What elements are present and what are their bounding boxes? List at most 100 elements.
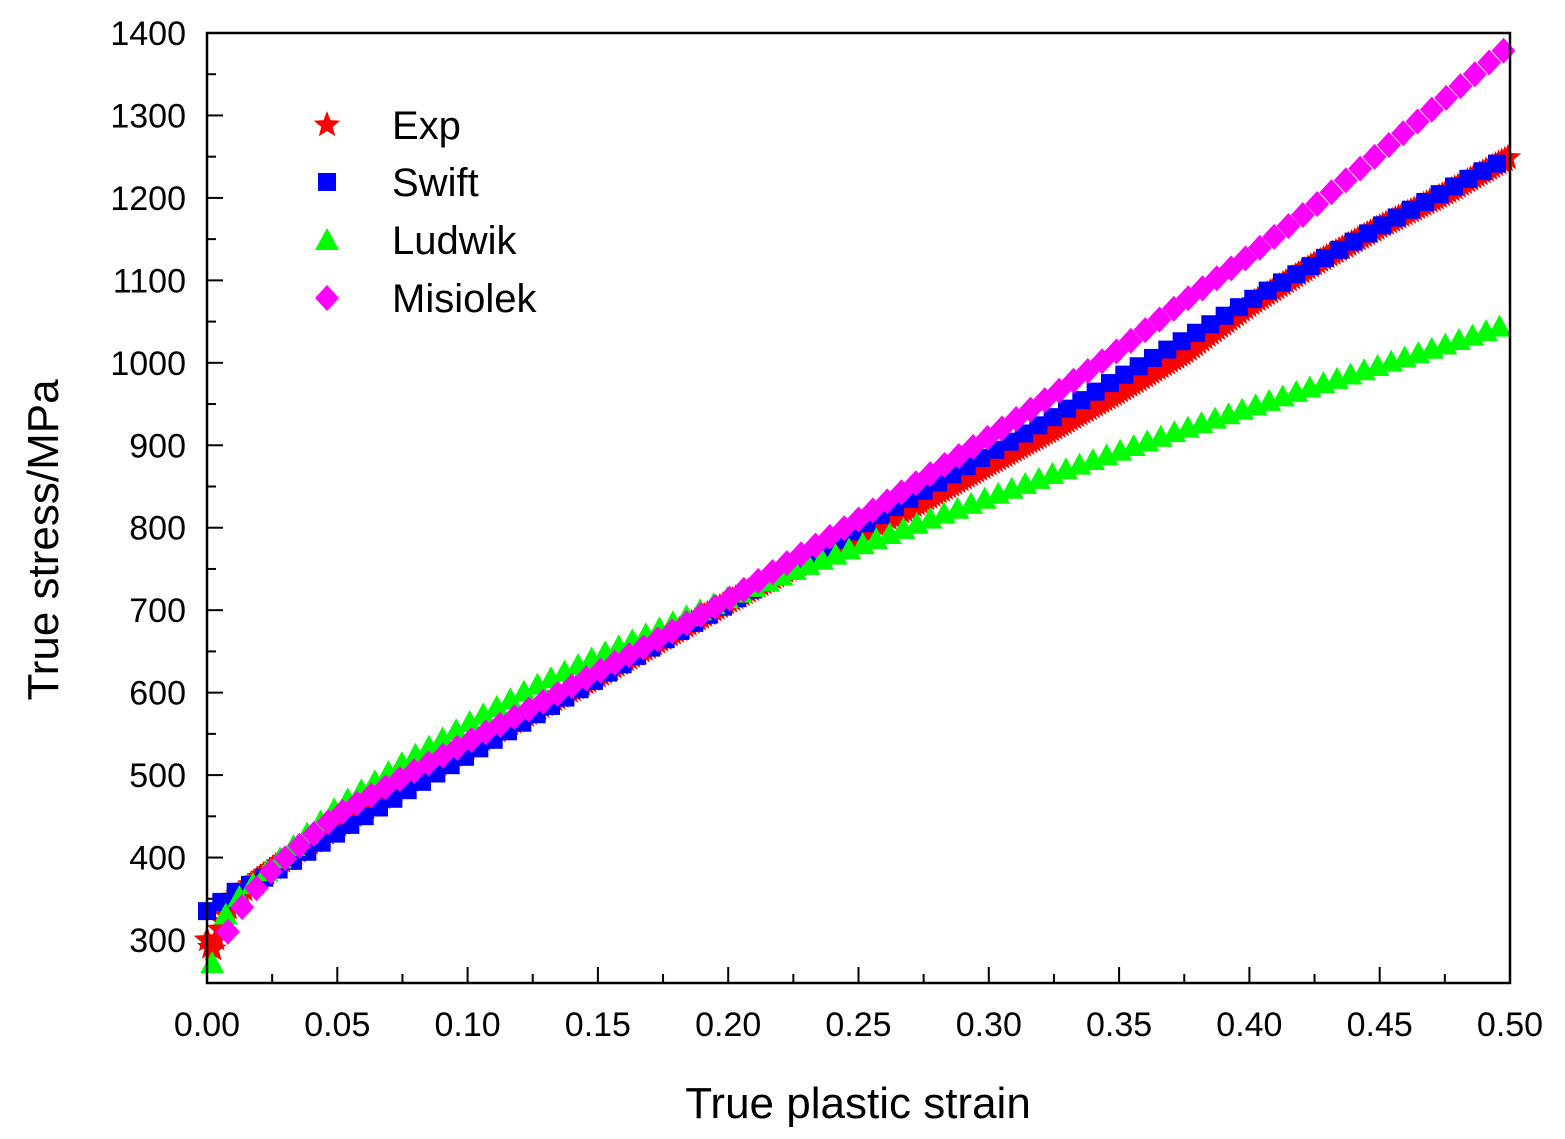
y-tick-label: 1100 [113,262,186,300]
data-point-misiolek [244,875,269,902]
data-point-misiolek [1161,295,1186,322]
data-point-misiolek [215,918,240,945]
series-misiolek [215,37,1516,945]
x-tick-label: 0.10 [435,1006,501,1044]
x-tick-label: 0.25 [825,1006,891,1044]
data-point-misiolek [1276,212,1301,239]
data-point-swift [1115,365,1134,384]
x-tick-label: 0.40 [1216,1006,1282,1044]
data-point-misiolek [258,858,283,885]
data-point-swift [1129,357,1148,376]
data-point-swift [1072,391,1091,410]
data-point-swift [1258,281,1277,300]
y-tick-label: 1300 [110,97,186,135]
x-tick-label: 0.20 [695,1006,761,1044]
data-point-ludwik [1487,314,1512,337]
data-point-swift [1272,273,1291,292]
data-point-misiolek [1462,61,1487,88]
y-tick-label: 1200 [110,180,186,218]
y-tick-label: 1000 [110,345,186,383]
data-point-ludwik [484,694,509,717]
data-point-misiolek [1477,49,1502,76]
data-point-misiolek [273,845,298,872]
data-point-swift [1344,232,1363,251]
data-point-swift [1201,315,1220,334]
data-point-misiolek [1147,306,1172,333]
data-point-swift [1387,208,1406,227]
data-point-misiolek [1319,179,1344,206]
data-point-swift [1459,169,1478,188]
x-tick-label: 0.50 [1477,1006,1543,1044]
legend-marker-ludwik [315,228,339,250]
data-point-misiolek [1262,223,1287,250]
data-point-swift [1215,306,1234,325]
y-tick-label: 300 [129,922,186,960]
data-point-swift [1172,332,1191,351]
x-tick-labels: 0.00 0.05 0.10 0.15 0.20 0.25 0.30 0.35 0.40 0.45… [174,1006,1543,1044]
data-point-misiolek [1104,338,1129,365]
data-point-misiolek [1362,143,1387,170]
data-point-swift [1043,408,1062,427]
x-axis-title: True plastic strain [685,1079,1031,1128]
data-point-swift [1057,399,1076,418]
data-point-misiolek [1133,317,1158,344]
x-tick-label: 0.35 [1086,1006,1152,1044]
data-point-misiolek [1419,96,1444,123]
y-tick-label: 900 [129,427,186,465]
x-tick-label: 0.15 [565,1006,631,1044]
data-point-ludwik [498,687,523,710]
y-tick-label: 400 [129,840,186,878]
data-point-swift [1358,224,1377,243]
data-point-swift [1100,374,1119,393]
data-point-swift [1143,348,1162,367]
data-point-swift [1158,340,1177,359]
x-tick-label: 0.30 [956,1006,1022,1044]
data-point-swift [1473,162,1492,181]
y-tick-label: 800 [129,510,186,548]
data-point-misiolek [1391,120,1416,147]
legend-label-exp: Exp [392,104,461,148]
data-point-swift [1229,298,1248,317]
data-point-swift [1487,154,1506,173]
data-point-ludwik [430,726,455,749]
data-point-ludwik [511,679,536,702]
data-point-ludwik [444,718,469,741]
y-tick-label: 600 [129,675,186,713]
plot-frame [205,31,1512,985]
y-tick-label: 500 [129,757,186,795]
data-point-swift [1373,216,1392,235]
data-point-misiolek [1405,108,1430,135]
x-tick-label: 0.05 [304,1006,370,1044]
data-point-ludwik [471,702,496,725]
y-tick-labels: 300 400 500 600 700 800 900 1000 1100 1200 1300 140… [110,15,186,960]
data-point-misiolek [1118,327,1143,354]
data-point-exp [1494,143,1522,170]
series-ludwik [200,314,1512,974]
data-point-misiolek [287,832,312,859]
data-point-misiolek [1305,191,1330,218]
data-point-swift [1416,192,1435,211]
data-point-swift [1315,248,1334,267]
data-point-ludwik [213,902,238,925]
y-tick-label: 1400 [110,15,186,53]
x-tick-label: 0.45 [1347,1006,1413,1044]
data-point-misiolek [1448,73,1473,100]
legend-label-ludwik: Ludwik [392,219,518,263]
data-point-swift [1330,240,1349,259]
data-point-ludwik [457,709,482,732]
legend-marker-exp [313,111,341,137]
data-point-swift [1301,257,1320,276]
data-point-misiolek [1233,245,1258,272]
data-point-misiolek [1348,155,1373,182]
legend-label-swift: Swift [392,161,479,205]
data-point-swift [1029,416,1048,435]
data-series [193,37,1522,974]
legend-label-misiolek: Misiolek [392,277,537,321]
data-point-swift [1244,289,1263,308]
data-point-swift [1086,382,1105,401]
data-point-misiolek [230,894,255,921]
data-point-swift [1287,265,1306,284]
data-point-misiolek [1434,84,1459,111]
data-point-misiolek [1247,234,1272,261]
legend-marker-misiolek [315,285,339,311]
